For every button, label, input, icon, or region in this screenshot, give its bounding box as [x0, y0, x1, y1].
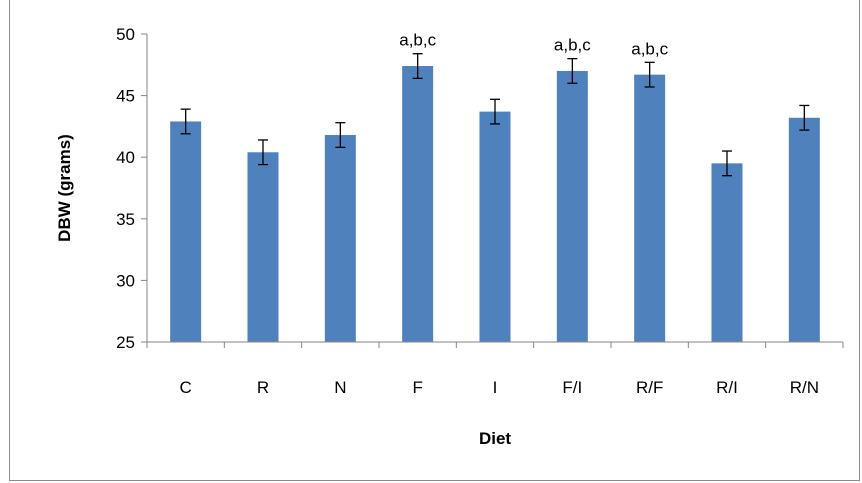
y-axis-ticks: 25 30 35 40 45 50 — [116, 25, 147, 352]
y-tick-label: 30 — [116, 271, 135, 290]
bar — [402, 66, 434, 343]
category-label: R/N — [790, 378, 819, 397]
axes — [146, 34, 844, 348]
y-tick-label: 45 — [116, 87, 135, 106]
category-label: I — [493, 378, 498, 397]
category-label: R/I — [716, 378, 738, 397]
bar — [788, 117, 820, 342]
category-label: R/F — [636, 378, 663, 397]
category-label: F/I — [562, 378, 582, 397]
y-tick-label: 35 — [116, 210, 135, 229]
y-tick-label: 25 — [116, 333, 135, 352]
category-label: F — [412, 378, 422, 397]
bar — [170, 121, 202, 342]
bar — [556, 70, 588, 343]
significance-label: a,b,c — [554, 36, 591, 55]
significance-label: a,b,c — [399, 31, 436, 50]
bar — [479, 111, 511, 342]
y-tick-label: 50 — [116, 25, 135, 44]
bars: a,b,c a,b,c a,b,c — [170, 31, 820, 343]
bar — [634, 74, 666, 342]
significance-label: a,b,c — [631, 39, 668, 58]
x-axis-labels: C R N F I F/I R/F R/I R/N — [180, 378, 819, 397]
x-axis-title: Diet — [479, 429, 511, 448]
chart-frame — [9, 0, 860, 481]
y-tick-label: 40 — [116, 148, 135, 167]
bar — [324, 135, 356, 342]
category-label: C — [180, 378, 192, 397]
y-axis-title: DBW (grams) — [55, 134, 74, 242]
bar — [247, 152, 279, 342]
category-label: R — [257, 378, 269, 397]
category-label: N — [334, 378, 346, 397]
bar — [711, 163, 743, 342]
